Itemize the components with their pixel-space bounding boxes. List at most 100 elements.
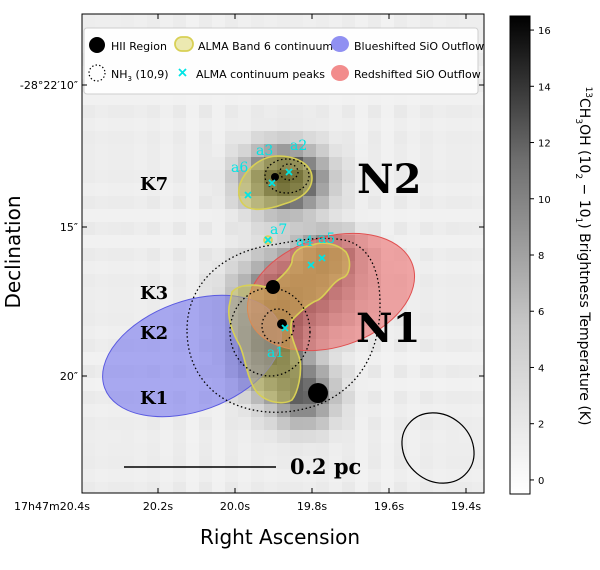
heatmap-cell: [121, 417, 135, 431]
heatmap-cell: [433, 430, 447, 444]
colorbar-tick-label-8: 16: [538, 26, 551, 37]
heatmap-cell: [316, 14, 330, 28]
heatmap-cell: [160, 14, 174, 28]
heatmap-cell: [95, 430, 109, 444]
heatmap-cell: [160, 469, 174, 483]
heatmap-cell: [160, 261, 174, 275]
heatmap-cell: [472, 170, 484, 184]
heatmap-cell: [212, 235, 226, 249]
heatmap-cell: [342, 157, 356, 171]
heatmap-cell: [368, 352, 382, 366]
heatmap-cell: [459, 183, 473, 197]
heatmap-cell: [173, 456, 187, 470]
heatmap-cell: [342, 222, 356, 236]
heatmap-cell: [329, 404, 343, 418]
heatmap-cell: [108, 105, 122, 119]
heatmap-cell: [212, 170, 226, 184]
heatmap-cell: [446, 417, 460, 431]
heatmap-cell: [225, 14, 239, 28]
heatmap-cell: [407, 456, 421, 470]
heatmap-cell: [433, 248, 447, 262]
heatmap-cell: [264, 248, 278, 262]
heatmap-cell: [147, 274, 161, 288]
heatmap-cell: [108, 235, 122, 249]
heatmap-cell: [433, 196, 447, 210]
heatmap-cell: [459, 391, 473, 405]
heatmap-cell: [342, 144, 356, 158]
heatmap-cell: [316, 105, 330, 119]
heatmap-cell: [342, 443, 356, 457]
heatmap-cell: [199, 183, 213, 197]
heatmap-cell: [134, 196, 148, 210]
heatmap-cell: [472, 118, 484, 132]
heatmap-cell: [394, 209, 408, 223]
heatmap-cell: [212, 222, 226, 236]
heatmap-cell: [95, 469, 109, 483]
heatmap-cell: [186, 118, 200, 132]
heatmap-cell: [186, 248, 200, 262]
heatmap-cell: [316, 456, 330, 470]
heatmap-cell: [420, 365, 434, 379]
heatmap-cell: [82, 456, 96, 470]
heatmap-cell: [82, 365, 96, 379]
y-tick-label-2: 20″: [60, 370, 78, 383]
region-label-n1: N1: [356, 305, 420, 352]
heatmap-cell: [251, 14, 265, 28]
heatmap-cell: [225, 482, 239, 493]
heatmap-cell: [368, 469, 382, 483]
heatmap-cell: [277, 92, 291, 106]
heatmap-cell: [277, 118, 291, 132]
heatmap-cell: [381, 157, 395, 171]
peak-label-a3: a3: [256, 143, 273, 159]
heatmap-cell: [368, 391, 382, 405]
heatmap-cell: [290, 456, 304, 470]
heatmap-cell: [95, 222, 109, 236]
heatmap-cell: [381, 183, 395, 197]
heatmap-cell: [173, 248, 187, 262]
legend-label-blue: Blueshifted SiO Outflow: [354, 40, 484, 53]
heatmap-cell: [160, 443, 174, 457]
heatmap-cell: [264, 417, 278, 431]
heatmap-cell: [251, 469, 265, 483]
heatmap-cell: [225, 209, 239, 223]
heatmap-cell: [290, 209, 304, 223]
heatmap-cell: [238, 157, 252, 171]
heatmap-cell: [407, 339, 421, 353]
heatmap-cell: [381, 131, 395, 145]
heatmap-cell: [199, 469, 213, 483]
heatmap-cell: [420, 456, 434, 470]
heatmap-cell: [199, 170, 213, 184]
heatmap-cell: [472, 196, 484, 210]
heatmap-cell: [446, 274, 460, 288]
heatmap-cell: [238, 404, 252, 418]
heatmap-cell: [95, 209, 109, 223]
heatmap-cell: [368, 365, 382, 379]
heatmap-cell: [186, 196, 200, 210]
heatmap-cell: [121, 170, 135, 184]
heatmap-cell: [446, 326, 460, 340]
heatmap-cell: [95, 170, 109, 184]
heatmap-cell: [290, 222, 304, 236]
heatmap-cell: [134, 235, 148, 249]
heatmap-cell: [446, 482, 460, 493]
legend-marker-continuum: [174, 36, 194, 52]
heatmap-cell: [355, 417, 369, 431]
heatmap-cell: [368, 417, 382, 431]
heatmap-cell: [277, 469, 291, 483]
heatmap-cell: [394, 378, 408, 392]
heatmap-cell: [355, 430, 369, 444]
heatmap-cell: [329, 14, 343, 28]
heatmap-cell: [342, 404, 356, 418]
heatmap-cell: [121, 118, 135, 132]
heatmap-cell: [147, 443, 161, 457]
heatmap-cell: [121, 482, 135, 493]
heatmap-cell: [277, 131, 291, 145]
overlay-layer: a1 a2 a3 a4 a5 a6 a7 N2 N1 K7 K3 K2 K1 0…: [102, 138, 475, 484]
heatmap-cell: [121, 300, 135, 314]
heatmap-cell: [108, 430, 122, 444]
heatmap-cell: [472, 378, 484, 392]
heatmap-cell: [459, 144, 473, 158]
heatmap-cell: [82, 313, 96, 327]
heatmap-cell: [420, 92, 434, 106]
heatmap-cell: [368, 14, 382, 28]
